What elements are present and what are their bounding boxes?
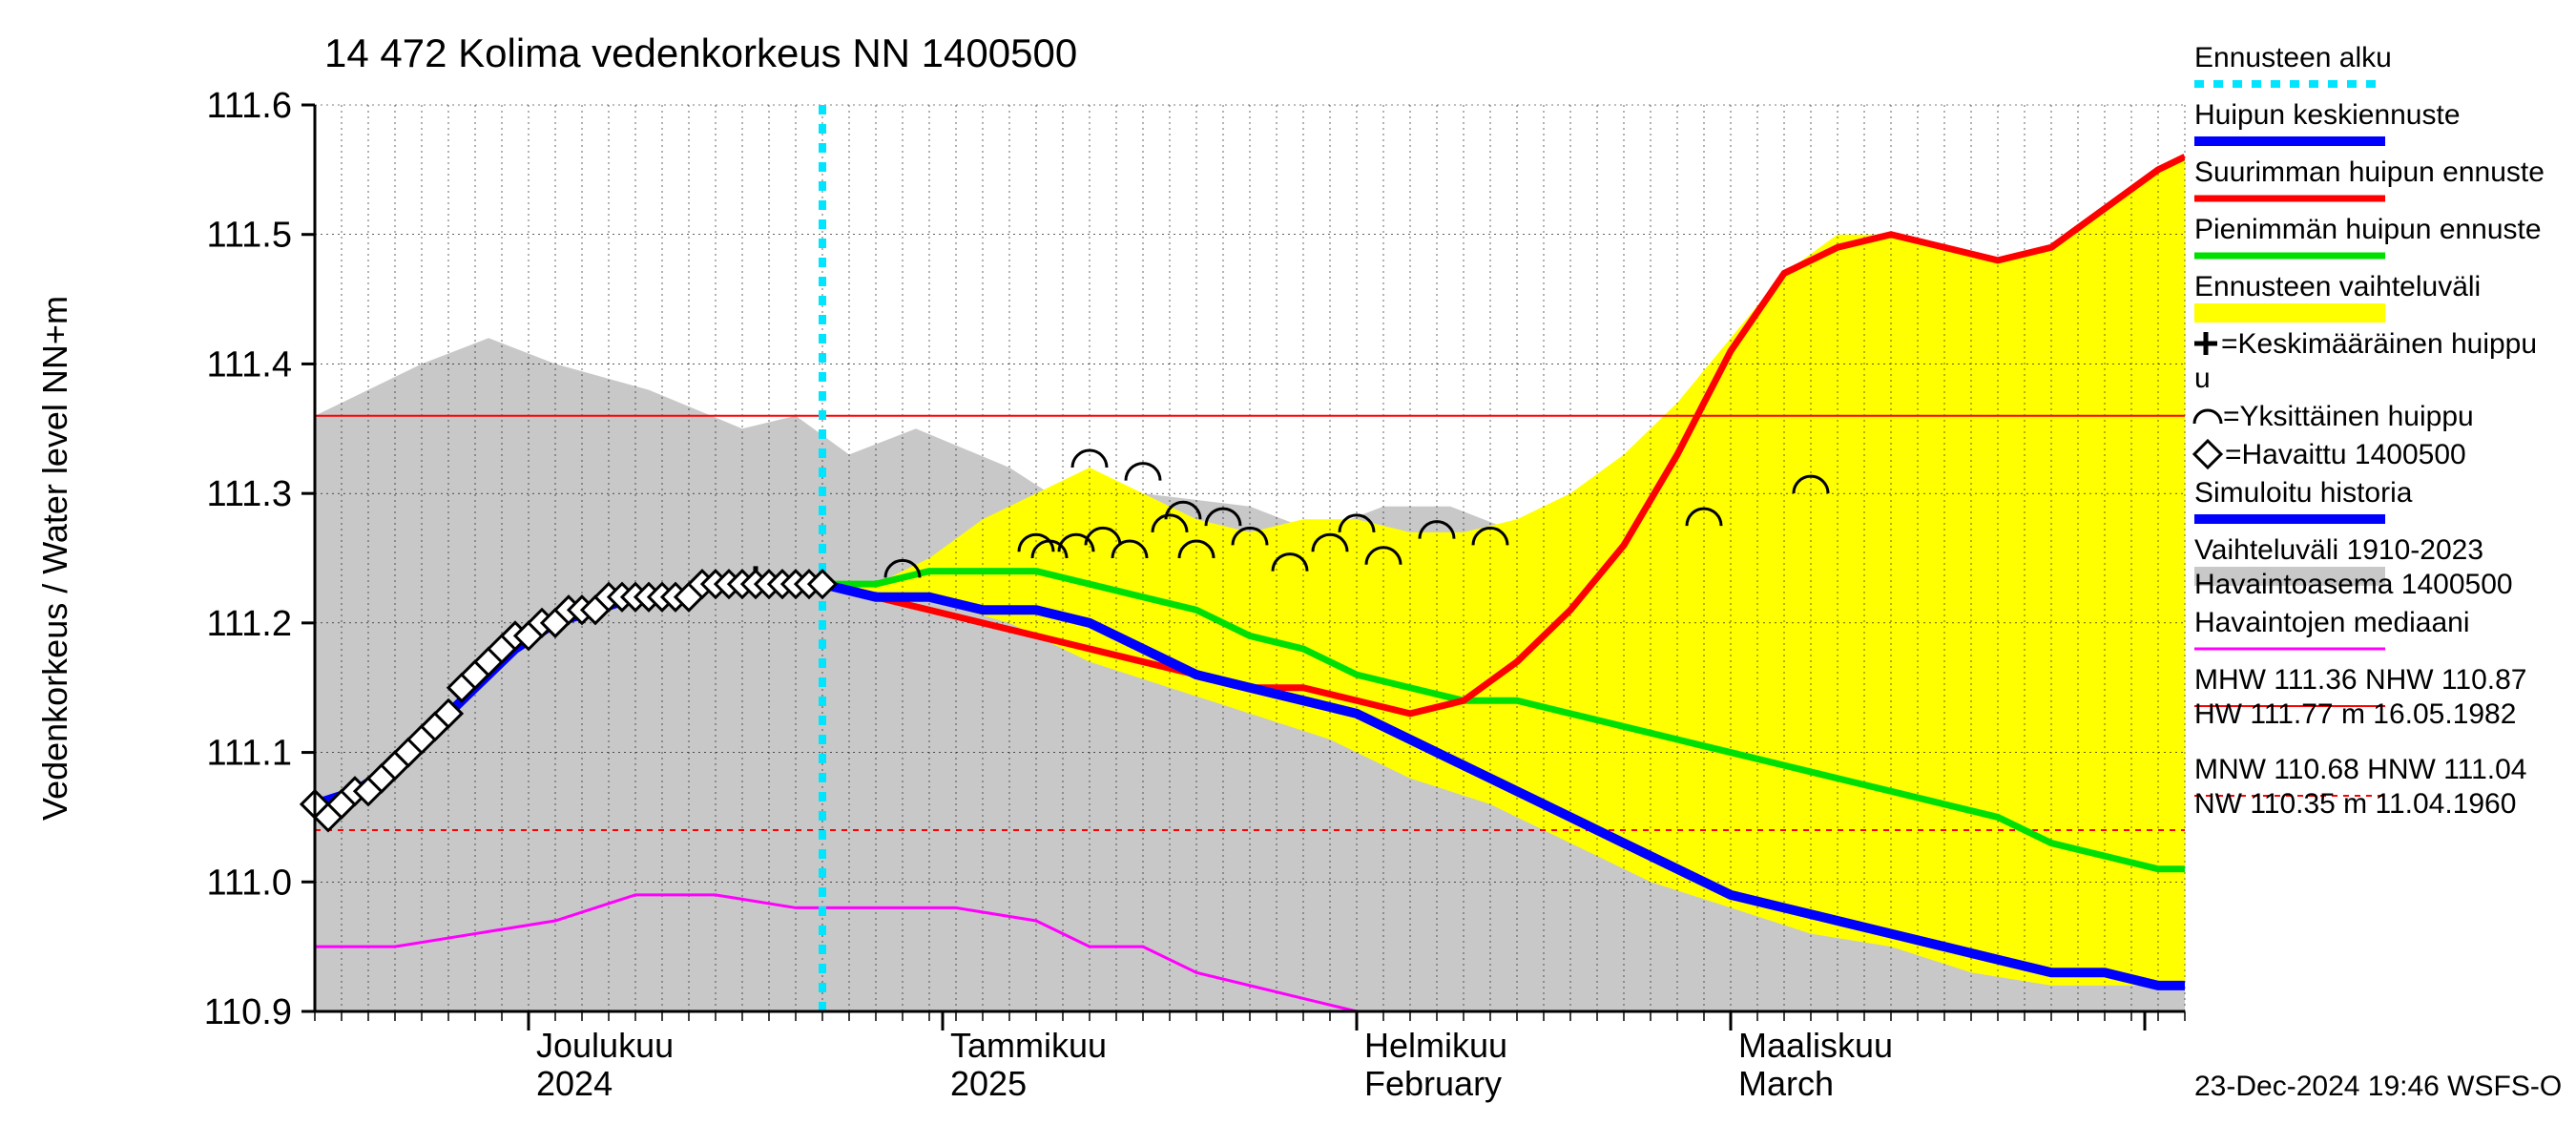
legend-label: Vaihteluväli 1910-2023 [2194,534,2483,566]
legend-label: Simuloitu historia [2194,477,2413,509]
legend-label: =Keskimääräinen huippu [2221,328,2537,360]
x-tick-label-bot: 2024 [536,1064,613,1103]
y-tick-label: 111.5 [207,216,292,256]
legend-label: Ennusteen vaihteluväli [2194,271,2481,302]
y-tick-label: 110.9 [204,992,292,1032]
legend-label-extra: Havaintoasema 1400500 [2194,569,2513,600]
chart-svg: 110.9 111.0 111.1 111.2 111.3 111.4 111.5 111.6… [0,0,2576,1145]
legend-label: Pienimmän huipun ennuste [2194,214,2542,245]
y-axis-label: Vedenkorkeus / Water level NN+m [35,296,74,821]
y-tick-label: 111.3 [207,474,292,514]
chart-footer: 23-Dec-2024 19:46 WSFS-O [2194,1071,2562,1102]
legend-label-extra: u [2194,363,2211,394]
x-tick-label-top: Helmikuu [1364,1026,1507,1065]
y-tick-label: 111.2 [207,604,292,644]
x-tick-label-top: Maaliskuu [1738,1026,1893,1065]
y-tick-label: 111.0 [207,863,292,903]
peak-marker [1072,450,1107,468]
legend-label: Huipun keskiennuste [2194,99,2461,131]
legend-label-extra: NW 110.35 m 11.04.1960 [2194,788,2516,820]
legend-label: MNW 110.68 HNW 111.04 [2194,754,2526,785]
legend-label: Suurimman huipun ennuste [2194,156,2545,188]
legend-label: =Yksittäinen huippu [2223,401,2474,432]
y-tick-label: 111.6 [207,86,292,126]
legend-label: =Havaittu 1400500 [2225,439,2466,470]
legend-arc-icon [2194,410,2221,424]
legend-label-extra: HW 111.77 m 16.05.1982 [2194,698,2516,730]
legend-diamond-icon [2194,441,2221,468]
y-tick-label: 111.1 [207,734,292,774]
x-tick-label-bot: March [1738,1064,1834,1103]
legend-label: MHW 111.36 NHW 110.87 [2194,664,2526,696]
legend-swatch [2194,303,2385,323]
chart-container: 110.9 111.0 111.1 111.2 111.3 111.4 111.5 111.6… [0,0,2576,1145]
legend-label: Ennusteen alku [2194,42,2392,73]
x-tick-label-bot: 2025 [950,1064,1027,1103]
x-tick-label-top: Joulukuu [536,1026,674,1065]
y-tick-label: 111.4 [207,344,292,385]
x-tick-label-bot: February [1364,1064,1502,1103]
x-tick-label-top: Tammikuu [950,1026,1107,1065]
chart-title: 14 472 Kolima vedenkorkeus NN 1400500 [324,31,1077,75]
legend-label: Havaintojen mediaani [2194,607,2470,638]
